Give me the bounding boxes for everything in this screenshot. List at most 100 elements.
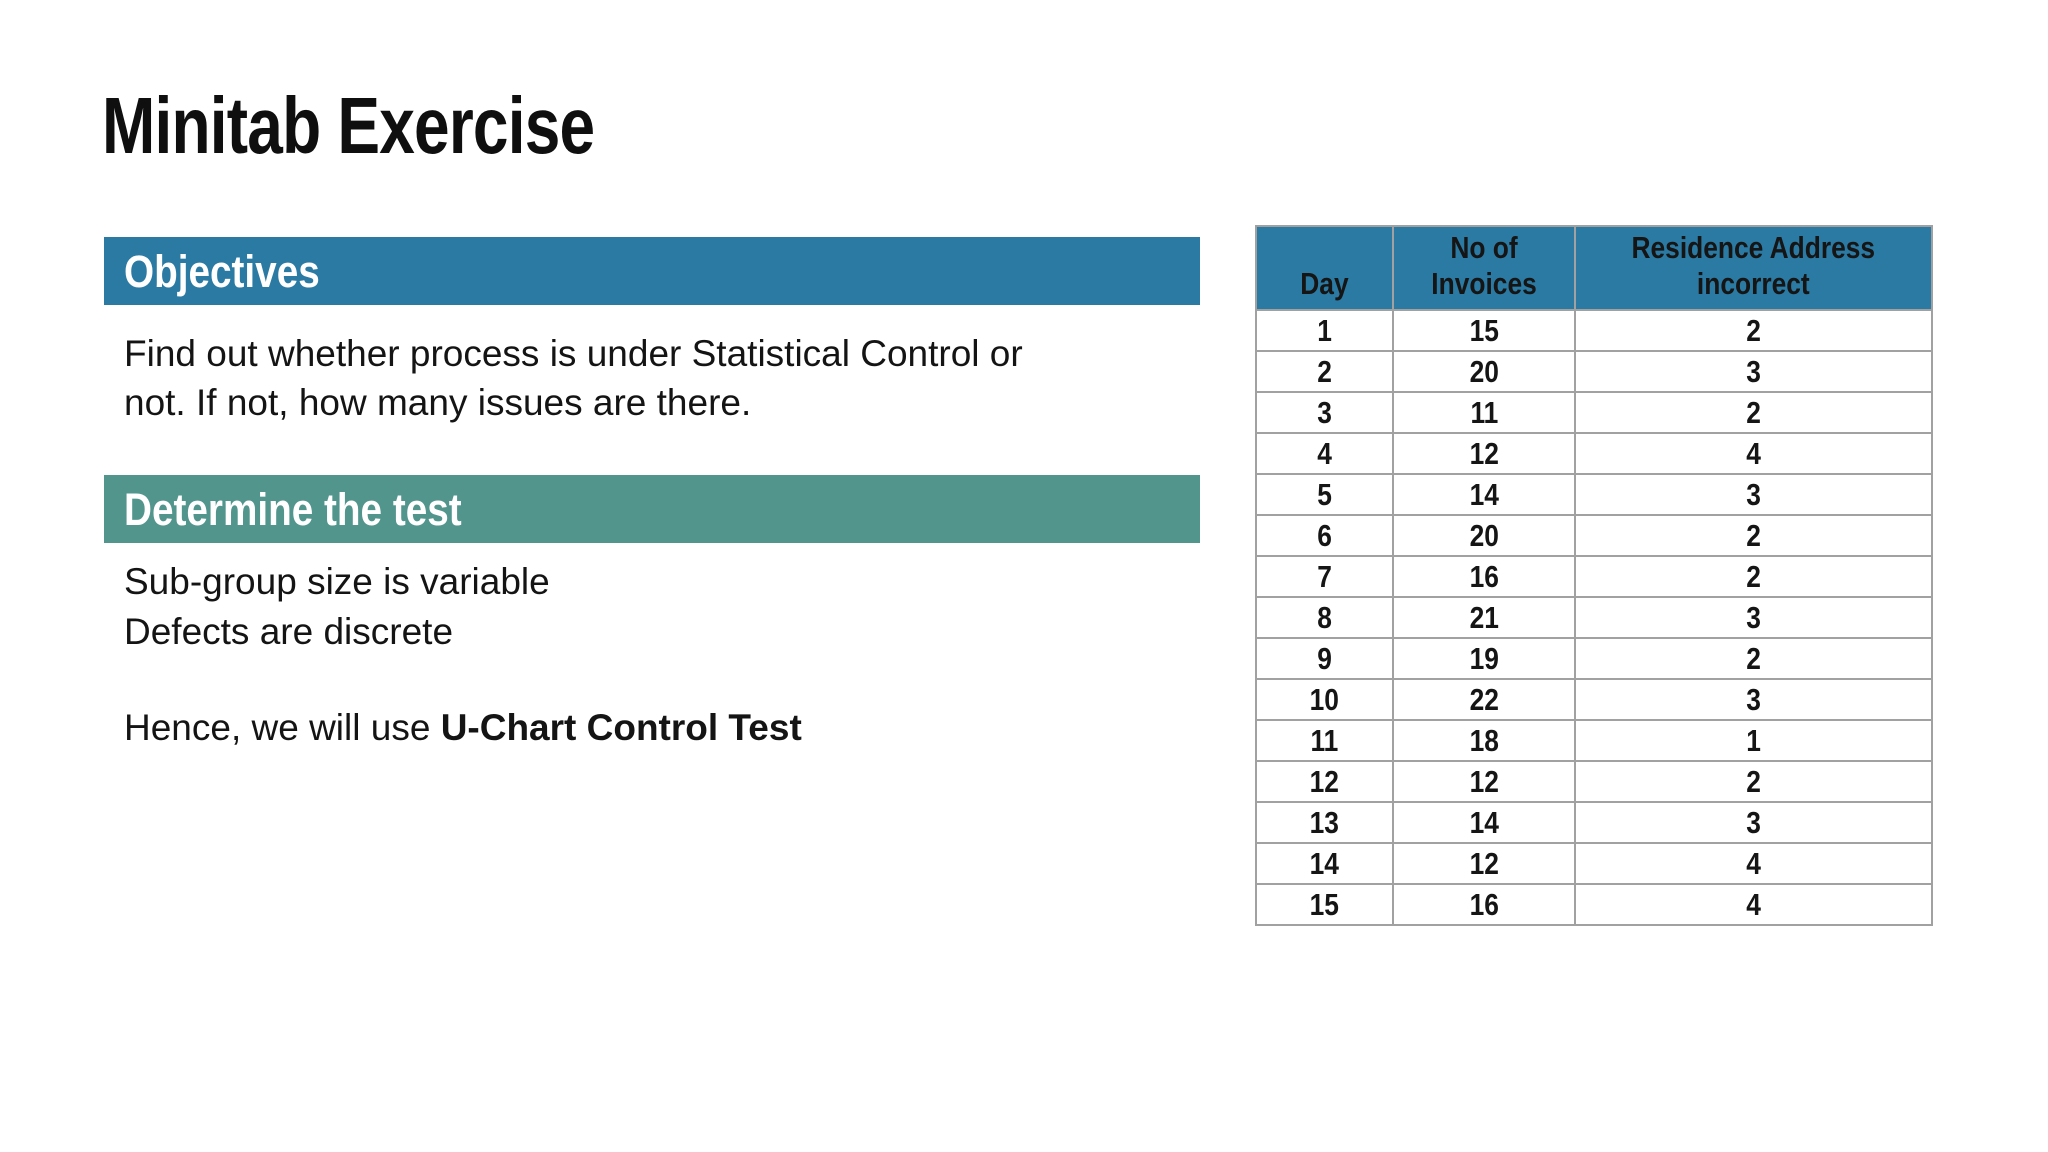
incorrect-address-cell: 3 [1574,473,1933,516]
invoices-cell: 11 [1392,391,1576,434]
incorrect-address-cell: 2 [1574,391,1933,434]
invoice-defects-table: Day No of Invoices Residence Address inc… [1255,225,1933,926]
day-cell-value: 8 [1317,600,1332,635]
day-cell-value: 2 [1317,354,1332,389]
incorrect-address-cell-value: 4 [1746,436,1761,471]
incorrect-address-cell-value: 4 [1746,887,1761,922]
invoices-cell-value: 14 [1469,805,1499,840]
table-header-row: Day No of Invoices Residence Address inc… [1255,225,1933,311]
invoices-cell-value: 12 [1469,846,1499,881]
incorrect-address-cell-value: 2 [1746,559,1761,594]
table-row: 9 19 2 [1255,637,1933,680]
determine-test-header-bar: Determine the test [104,475,1200,543]
incorrect-address-cell-value: 3 [1746,805,1761,840]
day-cell: 6 [1255,514,1394,557]
invoices-cell-value: 15 [1469,313,1499,348]
table-row: 7 16 2 [1255,555,1933,598]
table-row: 4 12 4 [1255,432,1933,475]
day-cell: 14 [1255,842,1394,885]
determine-test-heading: Determine the test [124,487,517,532]
day-cell-value: 7 [1317,559,1332,594]
day-cell-value: 4 [1317,436,1332,471]
table-row: 13 14 3 [1255,801,1933,844]
day-cell-value: 1 [1317,313,1332,348]
day-cell-value: 6 [1317,518,1332,553]
invoices-cell-value: 11 [1470,395,1498,430]
day-cell: 1 [1255,309,1394,352]
incorrect-address-cell-value: 3 [1746,600,1761,635]
objectives-header-bar: Objectives [104,237,1200,305]
determine-test-body-text: Sub-group size is variable Defects are d… [124,561,550,652]
day-cell-value: 10 [1309,682,1340,717]
day-cell: 8 [1255,596,1394,639]
day-cell: 13 [1255,801,1394,844]
table-row: 12 12 2 [1255,760,1933,803]
determine-test-heading-text: Determine the test [124,483,462,535]
day-cell: 9 [1255,637,1394,680]
table-row: 1 15 2 [1255,309,1933,352]
objectives-body-text: Find out whether process is under Statis… [124,333,1023,423]
incorrect-address-cell: 1 [1574,719,1933,762]
day-cell-value: 14 [1309,846,1340,881]
invoices-cell: 21 [1392,596,1576,639]
invoices-cell: 19 [1392,637,1576,680]
invoices-cell-value: 18 [1469,723,1499,758]
incorrect-address-cell: 3 [1574,350,1933,393]
conclusion-test-name: U-Chart Control Test [440,707,802,748]
invoices-cell: 12 [1392,432,1576,475]
day-cell-value: 11 [1310,723,1339,758]
invoices-cell-value: 19 [1469,641,1499,676]
table-header: Day No of Invoices Residence Address inc… [1255,225,1933,311]
invoices-cell: 15 [1392,309,1576,352]
incorrect-address-cell-value: 1 [1746,723,1761,758]
table-row: 15 16 4 [1255,883,1933,926]
invoices-cell-value: 16 [1469,559,1499,594]
day-cell-value: 15 [1309,887,1340,922]
incorrect-address-cell-value: 2 [1746,395,1761,430]
table-row: 6 20 2 [1255,514,1933,557]
table-row: 14 12 4 [1255,842,1933,885]
table-row: 2 20 3 [1255,350,1933,393]
day-cell-value: 5 [1317,477,1332,512]
day-cell-value: 9 [1317,641,1332,676]
invoices-cell-value: 14 [1469,477,1499,512]
incorrect-address-cell-value: 2 [1746,764,1761,799]
invoices-cell: 12 [1392,842,1576,885]
incorrect-address-cell: 2 [1574,309,1933,352]
invoices-cell-value: 22 [1469,682,1499,717]
invoices-cell: 16 [1392,883,1576,926]
incorrect-address-cell: 2 [1574,637,1933,680]
day-cell: 12 [1255,760,1394,803]
day-cell: 3 [1255,391,1394,434]
incorrect-address-cell: 4 [1574,432,1933,475]
incorrect-address-cell: 2 [1574,555,1933,598]
invoices-cell: 20 [1392,350,1576,393]
table-row: 11 18 1 [1255,719,1933,762]
incorrect-address-cell: 2 [1574,760,1933,803]
invoices-cell: 18 [1392,719,1576,762]
invoices-cell-value: 16 [1469,887,1499,922]
column-header-residence-address-incorrect-text: Residence Address incorrect [1631,230,1876,301]
incorrect-address-cell: 3 [1574,596,1933,639]
day-cell: 5 [1255,473,1394,516]
invoices-cell: 12 [1392,760,1576,803]
invoices-cell-value: 21 [1469,600,1499,635]
incorrect-address-cell-value: 3 [1746,477,1761,512]
incorrect-address-cell-value: 2 [1746,641,1761,676]
column-header-no-of-invoices-text: No of Invoices [1431,230,1537,301]
table-row: 10 22 3 [1255,678,1933,721]
day-cell-value: 12 [1309,764,1340,799]
table-body: 1 15 2 2 20 3 3 11 2 4 12 [1255,309,1933,926]
incorrect-address-cell-value: 4 [1746,846,1761,881]
incorrect-address-cell-value: 2 [1746,518,1761,553]
incorrect-address-cell-value: 3 [1746,354,1761,389]
day-cell: 10 [1255,678,1394,721]
day-cell-value: 3 [1317,395,1332,430]
incorrect-address-cell: 3 [1574,678,1933,721]
invoices-cell: 16 [1392,555,1576,598]
objectives-heading-text: Objectives [124,245,320,297]
conclusion-line: Hence, we will use U-Chart Control Test [124,707,802,749]
page-title: Minitab Exercise [102,86,717,166]
day-cell-value: 13 [1309,805,1340,840]
